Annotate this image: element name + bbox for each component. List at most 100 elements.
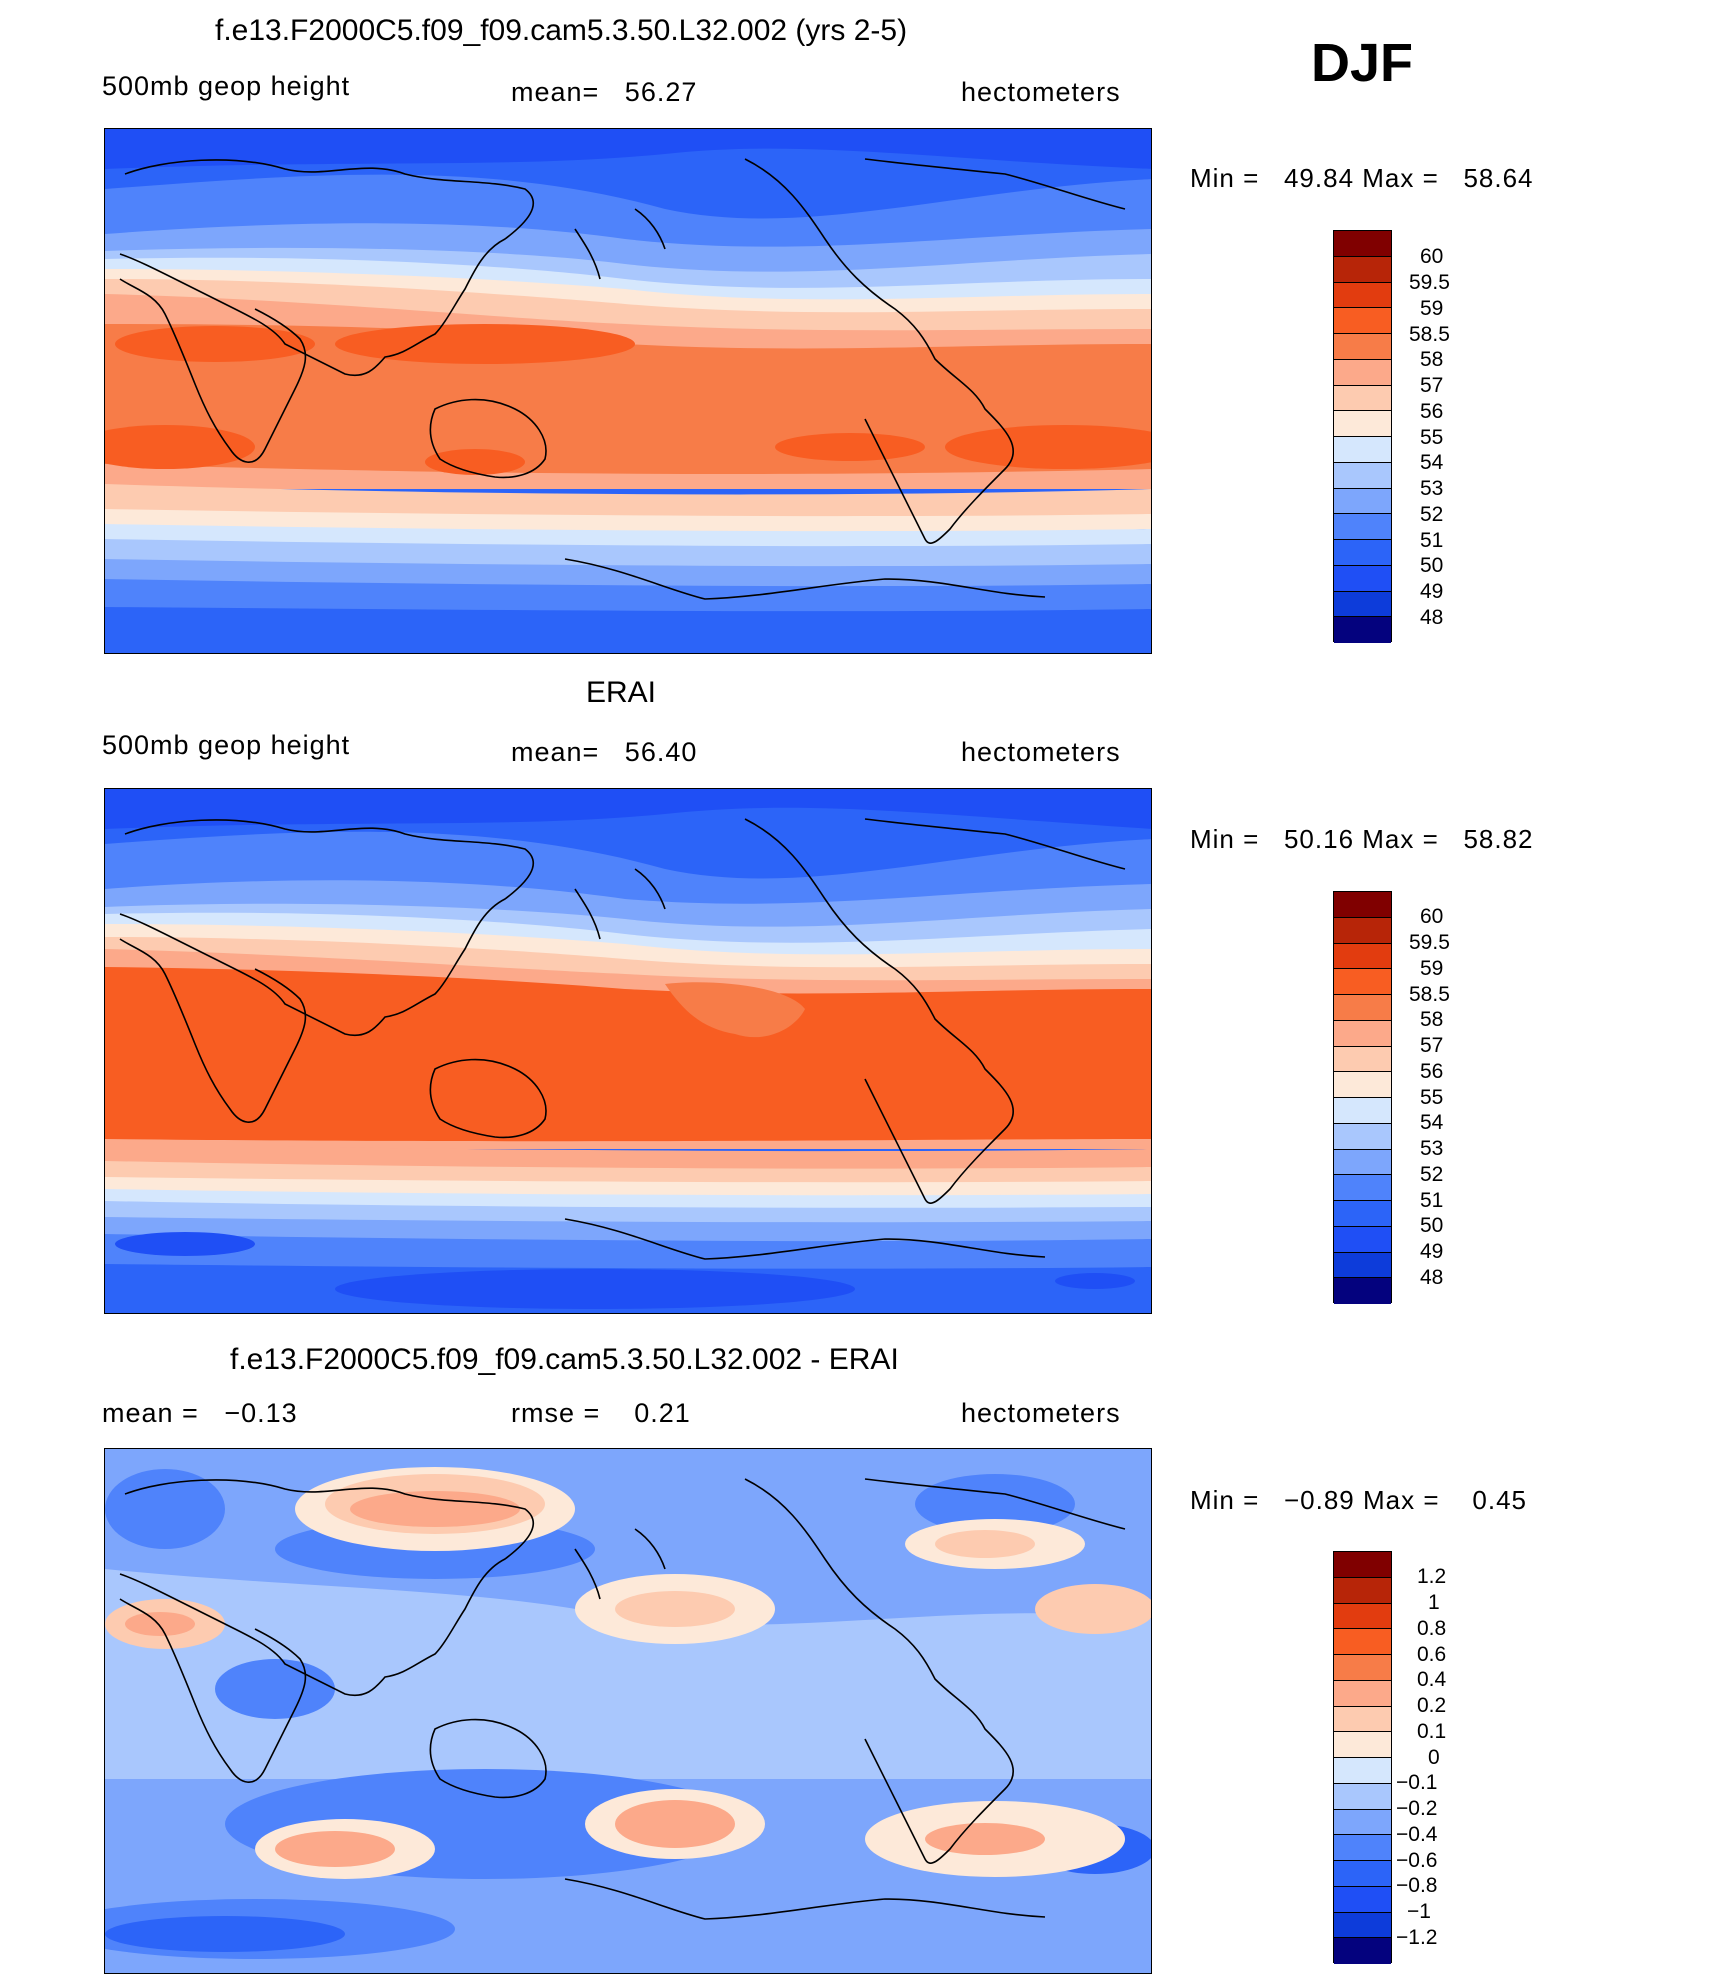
colorbar-swatch	[1334, 256, 1391, 283]
panel-3-rmse-label: rmse = 0.21	[511, 1398, 691, 1428]
colorbar-swatch	[1334, 1835, 1391, 1861]
colorbar-label: 51	[1420, 529, 1444, 552]
panel-3-mean-label: mean = −0.13	[102, 1398, 298, 1428]
colorbar-swatch	[1334, 1226, 1391, 1253]
panel-2-units-label: hectometers	[961, 737, 1121, 767]
panel-1-colorbar	[1333, 230, 1392, 643]
colorbar-label: 54	[1420, 1111, 1444, 1134]
colorbar-swatch	[1334, 385, 1391, 412]
colorbar-swatch	[1334, 1552, 1391, 1578]
colorbar-swatch	[1334, 1938, 1391, 1964]
panel-1-mean-label: mean= 56.27	[511, 77, 698, 107]
colorbar-label: 0.1	[1417, 1720, 1447, 1743]
panel-2-title: ERAI	[586, 676, 657, 709]
colorbar-label: 55	[1420, 426, 1444, 449]
colorbar-label: 50	[1420, 1214, 1444, 1237]
colorbar-swatch	[1334, 1732, 1391, 1758]
colorbar-swatch	[1334, 1655, 1391, 1681]
colorbar-swatch	[1334, 1020, 1391, 1047]
colorbar-swatch	[1334, 1758, 1391, 1784]
colorbar-swatch	[1334, 1706, 1391, 1733]
colorbar-label: 59	[1420, 297, 1444, 320]
colorbar-swatch	[1334, 308, 1391, 334]
colorbar-swatch	[1334, 892, 1391, 918]
panel-3-minmax: Min = −0.89 Max = 0.45	[1190, 1485, 1528, 1515]
colorbar-label: 59.5	[1409, 931, 1450, 954]
colorbar-swatch	[1334, 1201, 1391, 1227]
panel-1-variable-label: 500mb geop height	[102, 71, 351, 101]
colorbar-label: 49	[1420, 1240, 1444, 1263]
colorbar-swatch	[1334, 1278, 1391, 1304]
colorbar-swatch	[1334, 591, 1391, 618]
panel-1-map	[104, 128, 1152, 654]
panel-1-title: f.e13.F2000C5.f09_f09.cam5.3.50.L32.002 …	[215, 14, 908, 47]
colorbar-swatch	[1334, 462, 1391, 489]
colorbar-label: 58	[1420, 348, 1444, 371]
colorbar-swatch	[1334, 514, 1391, 540]
colorbar-swatch	[1334, 969, 1391, 995]
colorbar-label: 60	[1420, 905, 1444, 928]
colorbar-label: 53	[1420, 477, 1444, 500]
colorbar-swatch	[1334, 231, 1391, 257]
colorbar-label: 48	[1420, 1266, 1444, 1289]
colorbar-label: 58	[1420, 1008, 1444, 1031]
panel-3-title: f.e13.F2000C5.f09_f09.cam5.3.50.L32.002 …	[230, 1343, 899, 1376]
colorbar-label: 60	[1420, 245, 1444, 268]
colorbar-swatch	[1334, 995, 1391, 1021]
colorbar-label: 59.5	[1409, 271, 1450, 294]
panel-2-variable-label: 500mb geop height	[102, 730, 351, 760]
colorbar-label: 59	[1420, 957, 1444, 980]
colorbar-label: −1.2	[1396, 1926, 1438, 1949]
colorbar-swatch	[1334, 1072, 1391, 1098]
colorbar-swatch	[1334, 1886, 1391, 1913]
colorbar-label: 58.5	[1409, 983, 1450, 1006]
colorbar-label: 49	[1420, 580, 1444, 603]
colorbar-swatch	[1334, 1861, 1391, 1887]
colorbar-label: 57	[1420, 1034, 1444, 1057]
colorbar-swatch	[1334, 617, 1391, 643]
colorbar-label: −0.8	[1396, 1874, 1438, 1897]
colorbar-swatch	[1334, 1680, 1391, 1707]
colorbar-label: 48	[1420, 606, 1444, 629]
colorbar-swatch	[1334, 488, 1391, 515]
panel-2-minmax: Min = 50.16 Max = 58.82	[1190, 824, 1534, 854]
colorbar-swatch	[1334, 917, 1391, 944]
colorbar-label: 58.5	[1409, 323, 1450, 346]
colorbar-label: 1.2	[1417, 1565, 1447, 1588]
colorbar-swatch	[1334, 1098, 1391, 1124]
colorbar-label: −0.1	[1396, 1771, 1438, 1794]
panel-2-map	[104, 788, 1152, 1314]
colorbar-label: 56	[1420, 400, 1444, 423]
colorbar-swatch	[1334, 565, 1391, 592]
colorbar-label: 54	[1420, 451, 1444, 474]
colorbar-label: 0.6	[1417, 1643, 1447, 1666]
colorbar-swatch	[1334, 1809, 1391, 1836]
colorbar-swatch	[1334, 1577, 1391, 1604]
colorbar-swatch	[1334, 1175, 1391, 1201]
colorbar-swatch	[1334, 943, 1391, 970]
colorbar-swatch	[1334, 1783, 1391, 1810]
colorbar-swatch	[1334, 282, 1391, 309]
colorbar-label: −0.4	[1396, 1823, 1438, 1846]
colorbar-label: 51	[1420, 1189, 1444, 1212]
colorbar-label: 0	[1428, 1746, 1440, 1769]
season-label: DJF	[1311, 33, 1414, 93]
colorbar-swatch	[1334, 437, 1391, 463]
colorbar-swatch	[1334, 1629, 1391, 1655]
colorbar-label: 0.8	[1417, 1617, 1447, 1640]
panel-2-mean-label: mean= 56.40	[511, 737, 698, 767]
colorbar-label: 1	[1428, 1591, 1440, 1614]
colorbar-label: 50	[1420, 554, 1444, 577]
colorbar-swatch	[1334, 334, 1391, 360]
colorbar-label: −0.2	[1396, 1797, 1438, 1820]
colorbar-swatch	[1334, 411, 1391, 437]
colorbar-swatch	[1334, 1912, 1391, 1939]
colorbar-label: 0.2	[1417, 1694, 1447, 1717]
colorbar-swatch	[1334, 1123, 1391, 1150]
colorbar-swatch	[1334, 1046, 1391, 1073]
panel-2-colorbar	[1333, 891, 1392, 1304]
panel-3-map	[104, 1448, 1152, 1974]
colorbar-label: 56	[1420, 1060, 1444, 1083]
colorbar-label: 52	[1420, 1163, 1444, 1186]
colorbar-label: 53	[1420, 1137, 1444, 1160]
